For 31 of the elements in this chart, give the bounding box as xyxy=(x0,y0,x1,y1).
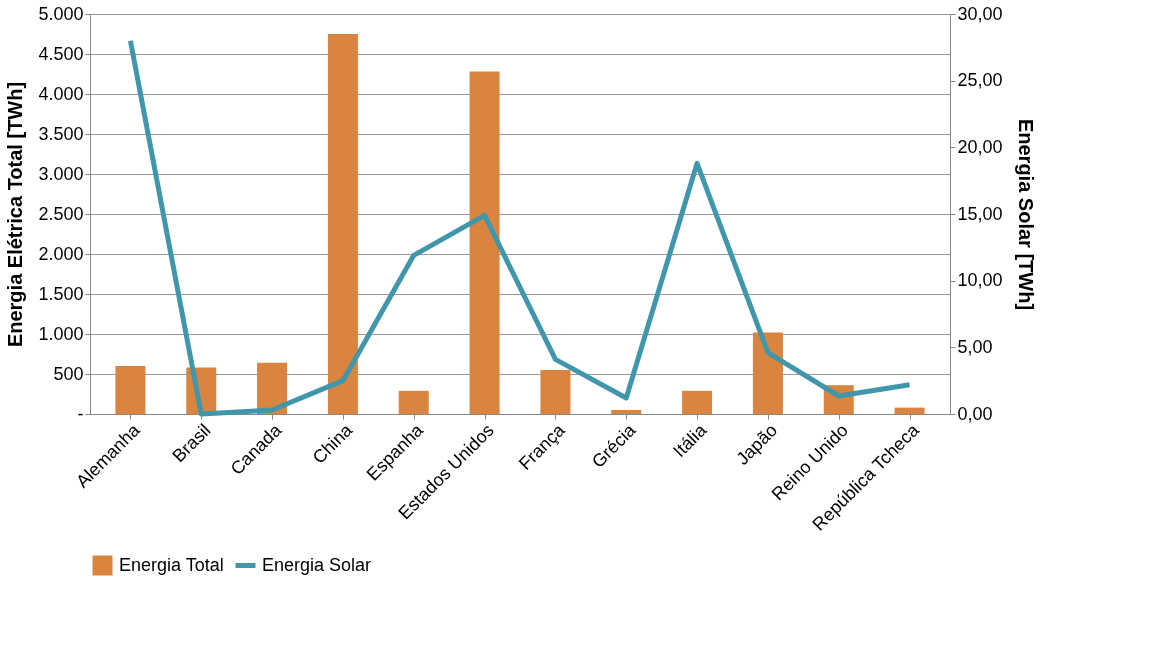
y2-tick-label: 30,00 xyxy=(957,3,1003,24)
y-tick-label: 2.000 xyxy=(38,243,84,264)
bar xyxy=(327,34,358,414)
legend-label: Energia Total xyxy=(119,554,224,575)
bar xyxy=(398,390,429,414)
y-tick-label: 2.500 xyxy=(38,203,84,224)
bar xyxy=(115,366,146,414)
y2-tick-label: 20,00 xyxy=(957,136,1003,157)
y2-axis-title: Energia Solar [TWh] xyxy=(1014,118,1037,311)
y-tick-label: 3.000 xyxy=(38,163,84,184)
y-tick-label: 1.500 xyxy=(38,283,84,304)
y2-tick-label: 10,00 xyxy=(957,270,1003,291)
bar xyxy=(682,390,713,414)
y2-tick-label: 15,00 xyxy=(957,203,1003,224)
y-tick-label: 3.500 xyxy=(38,123,84,144)
y-tick-label: 1.000 xyxy=(38,323,84,344)
bar xyxy=(540,370,571,414)
y-tick-label: 500 xyxy=(53,363,84,384)
bar xyxy=(611,410,642,414)
y2-tick-label: 5,00 xyxy=(957,336,993,357)
y-tick-label: - xyxy=(77,403,84,424)
legend-label: Energia Solar xyxy=(262,554,372,575)
y-tick-label: 4.500 xyxy=(38,43,84,64)
bar xyxy=(752,332,783,414)
bar xyxy=(469,71,500,414)
y2-tick-label: 25,00 xyxy=(957,70,1003,91)
y-axis-title: Energia Elétrica Total [TWh] xyxy=(4,81,27,348)
y-tick-label: 4.000 xyxy=(38,83,84,104)
y2-tick-label: 0,00 xyxy=(957,403,993,424)
bar xyxy=(894,407,925,414)
y-tick-label: 5.000 xyxy=(38,3,84,24)
